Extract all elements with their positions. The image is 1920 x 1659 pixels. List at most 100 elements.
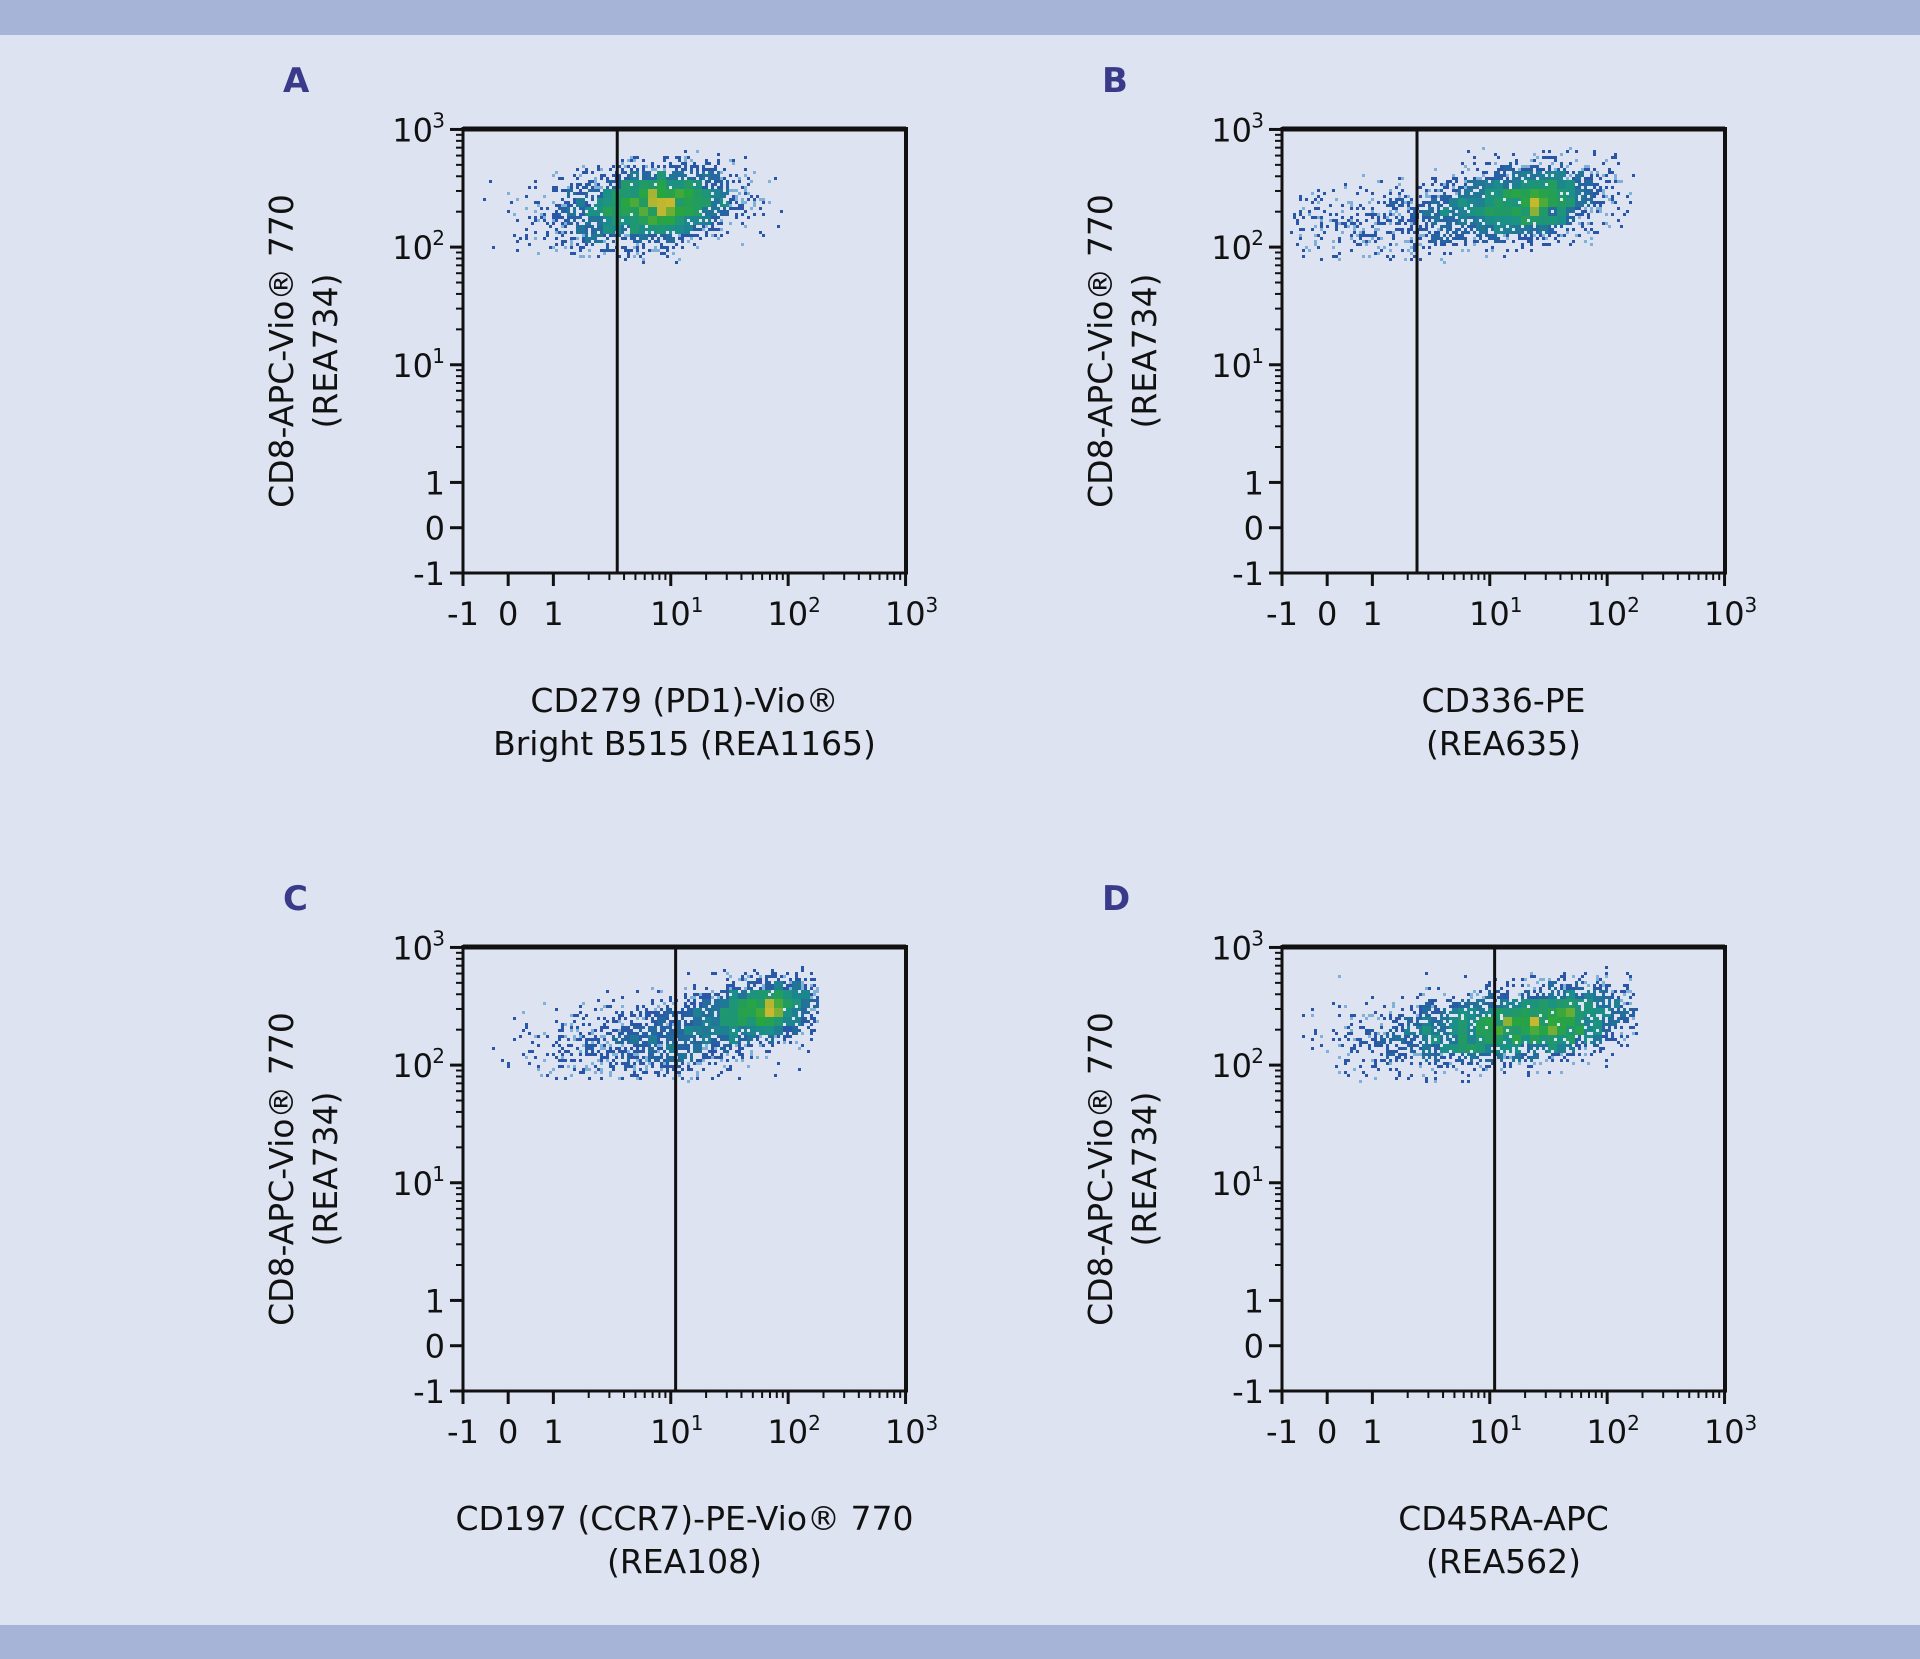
event-dot [690,1026,693,1029]
event-dot [795,978,798,981]
event-dot [1521,1005,1524,1008]
event-dot [633,1014,636,1017]
event-dot [789,1008,792,1011]
event-dot [693,228,696,231]
event-dot [558,216,561,219]
event-dot [1341,222,1344,225]
event-dot [1368,255,1371,258]
event-dot [603,1047,606,1050]
event-dot [1527,240,1530,243]
event-dot [1404,222,1407,225]
event-dot [744,210,747,213]
event-dot [1599,177,1602,180]
event-dot [1485,240,1488,243]
tick-exponent: 2 [1251,226,1264,250]
event-dot [618,1077,621,1080]
event-dot [1611,213,1614,216]
event-dot [1530,1047,1533,1050]
event-dot [678,1035,681,1038]
event-dot [642,219,645,222]
event-dot [750,1005,753,1008]
event-dot [699,186,702,189]
event-dot [792,993,795,996]
event-dot [1482,228,1485,231]
event-dot [1488,225,1491,228]
event-dot [1428,207,1431,210]
event-dot [600,174,603,177]
event-dot [648,1038,651,1041]
event-dot [1527,192,1530,195]
event-dot [1560,177,1563,180]
event-dot [738,1011,741,1014]
event-dot [1503,231,1506,234]
event-dot [1569,1041,1572,1044]
event-dot [708,180,711,183]
event-dot [1551,231,1554,234]
event-dot [744,987,747,990]
event-dot [744,174,747,177]
tick-exponent: 2 [432,1044,445,1068]
event-dot [612,999,615,1002]
event-dot [1500,192,1503,195]
event-dot [642,1035,645,1038]
event-dot [729,174,732,177]
event-dot [1488,216,1491,219]
event-dot [1557,1047,1560,1050]
event-dot [669,1056,672,1059]
event-dot [1461,1035,1464,1038]
event-dot [603,1017,606,1020]
event-dot [747,1026,750,1029]
event-dot [1587,213,1590,216]
event-dot [672,1023,675,1026]
event-dot [1548,213,1551,216]
event-dot [591,1053,594,1056]
event-dot [663,186,666,189]
event-dot [762,1032,765,1035]
event-dot [663,168,666,171]
event-dot [807,1026,810,1029]
event-dot [1581,195,1584,198]
event-dot [726,1035,729,1038]
event-dot [750,1011,753,1014]
event-dot [1575,207,1578,210]
event-dot [741,1056,744,1059]
event-dot [1530,1026,1533,1029]
event-dot [1563,198,1566,201]
event-dot [663,174,666,177]
x-tick-label: 1 [1362,595,1382,633]
event-dot [1563,990,1566,993]
event-dot [738,207,741,210]
event-dot [1611,1017,1614,1020]
event-dot [1587,180,1590,183]
event-dot [636,249,639,252]
event-dot [744,189,747,192]
event-dot [810,996,813,999]
event-dot [735,201,738,204]
event-dot [1455,243,1458,246]
event-dot [720,1002,723,1005]
event-dot [1296,222,1299,225]
event-dot [729,975,732,978]
event-dot [1542,1032,1545,1035]
event-dot [750,1038,753,1041]
event-dot [636,228,639,231]
event-dot [615,1041,618,1044]
event-dot [699,1041,702,1044]
event-dot [774,1026,777,1029]
event-dot [699,174,702,177]
event-dot [777,1035,780,1038]
event-dot [1431,210,1434,213]
event-dot [618,1029,621,1032]
event-dot [1410,237,1413,240]
event-dot [702,225,705,228]
event-dot [1362,255,1365,258]
event-dot [651,1062,654,1065]
event-dot [564,225,567,228]
event-dot [603,195,606,198]
event-dot [693,189,696,192]
event-dot [738,978,741,981]
event-dot [669,195,672,198]
event-dot [804,1020,807,1023]
event-dot [729,1008,732,1011]
event-dot [735,1044,738,1047]
